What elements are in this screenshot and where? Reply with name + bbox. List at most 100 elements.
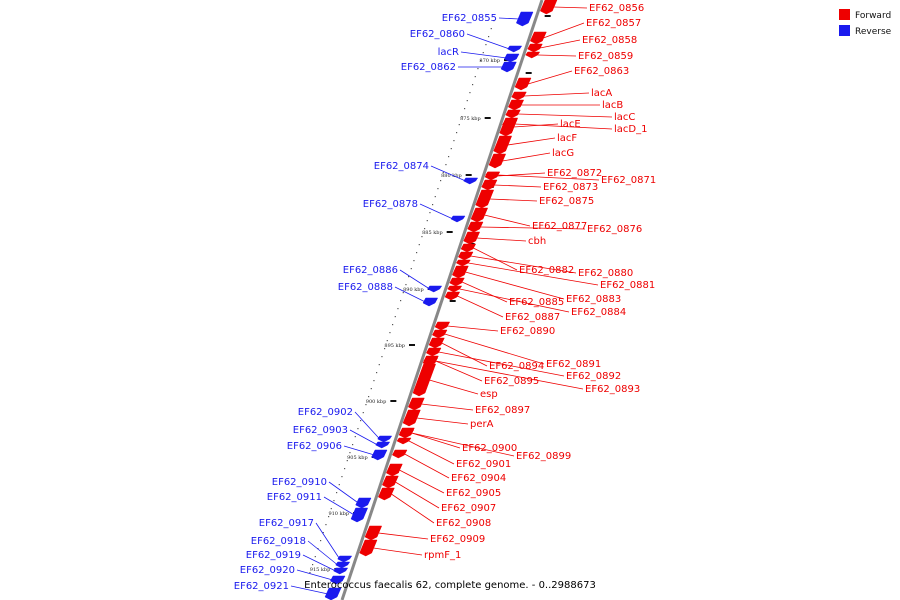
reverse-leader-line	[349, 429, 378, 446]
reverse-gene-arrow	[335, 561, 351, 569]
guide-dot	[357, 428, 359, 430]
guide-dot	[413, 260, 415, 262]
tick-label: 915 kbp	[310, 567, 331, 573]
forward-gene-arrow	[467, 221, 484, 233]
guide-dot	[314, 556, 316, 558]
forward-gene-arrow	[458, 251, 474, 261]
forward-leader-line	[468, 262, 599, 286]
guide-dot	[416, 252, 418, 254]
reverse-gene-label: EF62_0919	[246, 550, 301, 561]
reverse-gene-label: EF62_0902	[298, 407, 353, 418]
forward-gene-arrow	[530, 31, 547, 45]
guide-dot	[368, 396, 370, 398]
forward-gene-label: EF62_0904	[451, 473, 506, 484]
forward-gene-arrow	[449, 277, 465, 287]
forward-gene-label: EF62_0872	[547, 168, 602, 179]
forward-gene-label: EF62_0895	[484, 376, 539, 387]
forward-leader-line	[404, 453, 450, 479]
guide-dot	[429, 212, 431, 214]
forward-gene-label: EF62_0880	[578, 268, 633, 279]
forward-gene-arrow	[511, 91, 527, 101]
guide-dot	[466, 100, 468, 102]
forward-gene-label: EF62_0907	[441, 503, 496, 514]
guide-dot	[432, 204, 434, 206]
forward-leader-line	[476, 237, 527, 242]
forward-gene-label: EF62_0901	[456, 459, 511, 470]
forward-leader-line	[399, 469, 445, 494]
tick-label: 910 kbp	[328, 511, 349, 517]
reverse-leader-line	[430, 165, 466, 182]
forward-leader-line	[391, 493, 435, 524]
forward-gene-arrow	[508, 99, 525, 111]
forward-leader-line	[523, 92, 590, 97]
forward-gene-label: lacB	[602, 100, 623, 111]
reverse-gene-arrow	[333, 567, 349, 575]
forward-gene-label: EF62_0883	[566, 294, 621, 305]
tick-label: 890 kbp	[403, 287, 424, 293]
reverse-leader-line	[307, 540, 338, 566]
guide-dot	[341, 476, 343, 478]
guide-dot	[448, 156, 450, 158]
reverse-gene-arrow	[350, 507, 369, 523]
guide-dot	[346, 460, 348, 462]
reverse-gene-arrow	[377, 435, 393, 443]
forward-gene-label: EF62_0858	[582, 35, 637, 46]
forward-gene-label: EF62_0890	[500, 326, 555, 337]
forward-gene-label: lacA	[591, 88, 612, 99]
forward-gene-arrow	[408, 397, 425, 411]
forward-gene-label: EF62_0908	[436, 518, 491, 529]
forward-leader-line	[441, 342, 488, 367]
forward-leader-line	[494, 184, 542, 188]
guide-dot	[488, 36, 490, 38]
guide-dot	[309, 572, 311, 574]
guide-dot	[418, 244, 420, 246]
forward-gene-label: EF62_0893	[585, 384, 640, 395]
guide-dot	[376, 372, 378, 374]
forward-gene-arrow	[423, 357, 439, 365]
guide-dot	[485, 44, 487, 46]
forward-gene-arrow	[426, 347, 442, 357]
guide-dot	[378, 364, 380, 366]
forward-leader-line	[517, 113, 613, 118]
guide-dot	[408, 276, 410, 278]
reverse-gene-arrow	[337, 555, 353, 563]
forward-leader-line	[497, 174, 600, 181]
guide-dot	[421, 236, 423, 238]
forward-gene-arrow	[527, 43, 543, 53]
guide-dot	[328, 516, 330, 518]
reverse-gene-label: EF62_0921	[234, 581, 289, 592]
reverse-gene-label: EF62_0918	[251, 536, 306, 547]
forward-leader-line	[507, 137, 556, 146]
tick-label: 885 kbp	[422, 230, 443, 236]
forward-gene-arrow	[434, 321, 451, 331]
forward-gene-label: EF62_0891	[546, 359, 601, 370]
tick-label: 880 kbp	[441, 173, 462, 179]
forward-leader-line	[373, 547, 423, 556]
forward-gene-arrow	[460, 243, 477, 253]
reverse-gene-label: EF62_0906	[287, 441, 342, 452]
reverse-gene-arrow	[500, 61, 517, 73]
forward-gene-label: EF62_0873	[543, 182, 598, 193]
forward-gene-arrow	[396, 437, 412, 445]
guide-dot	[434, 196, 436, 198]
legend-reverse-label: Reverse	[855, 27, 892, 37]
forward-leader-line	[435, 360, 483, 382]
forward-leader-line	[459, 288, 570, 313]
forward-gene-arrow	[514, 77, 532, 91]
forward-gene-arrow	[447, 285, 463, 293]
reverse-gene-label: EF62_0886	[343, 265, 398, 276]
reverse-gene-arrow	[324, 587, 342, 600]
guide-dot	[474, 76, 476, 78]
guide-dot	[442, 172, 444, 174]
guide-dot	[384, 348, 386, 350]
forward-leader-line	[502, 152, 551, 162]
forward-leader-line	[457, 295, 504, 318]
guide-dot	[354, 436, 356, 438]
reverse-gene-arrow	[355, 497, 372, 509]
reverse-gene-label: EF62_0888	[338, 282, 393, 293]
guide-dot	[424, 228, 426, 230]
reverse-track-guide	[309, 20, 495, 574]
guide-dot	[440, 180, 442, 182]
guide-dot	[365, 404, 367, 406]
